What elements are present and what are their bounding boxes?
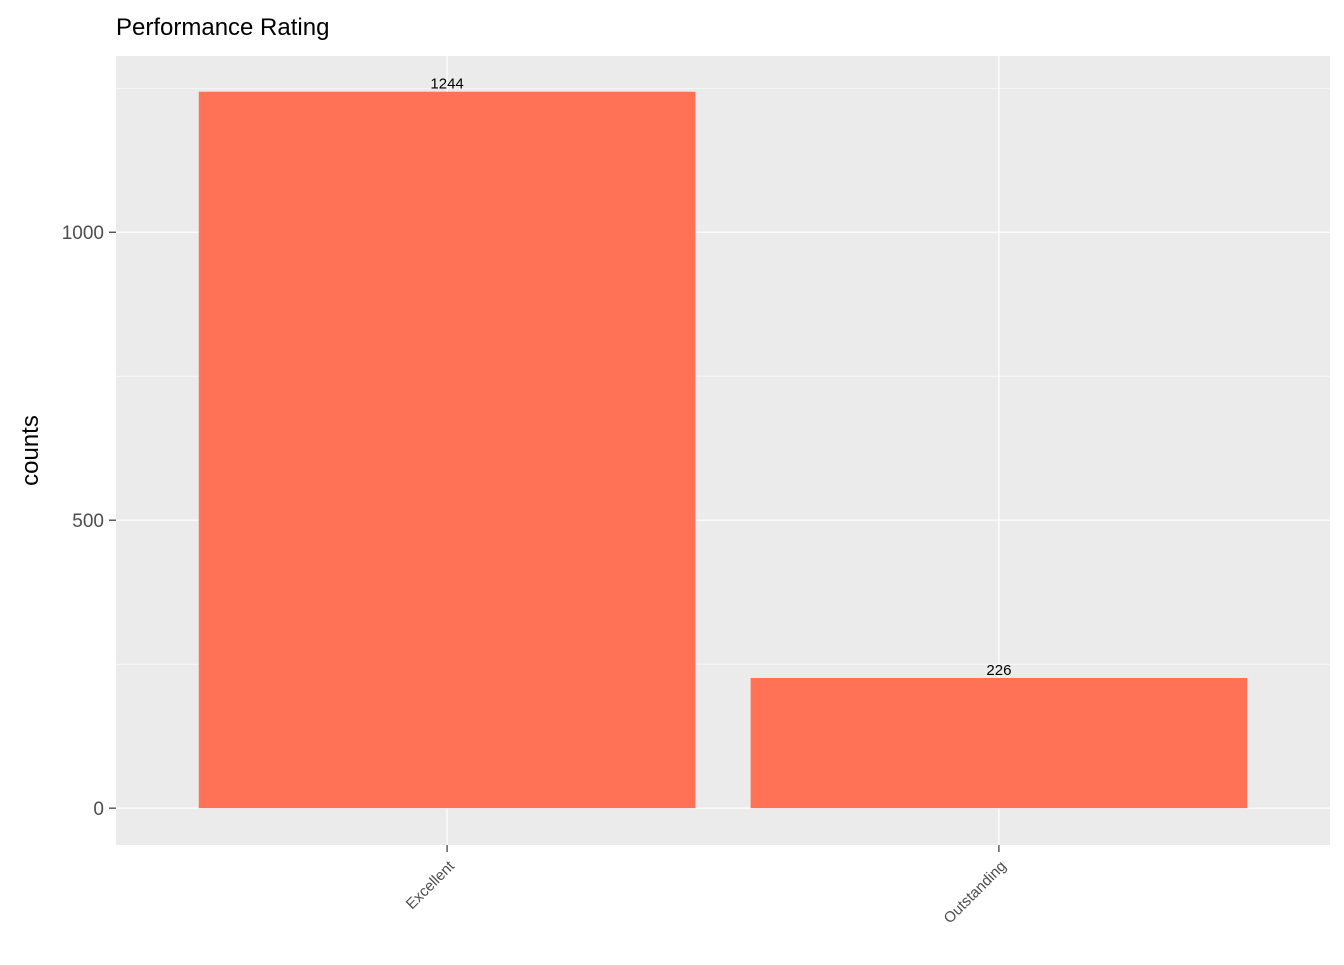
x-tick-label: Outstanding — [941, 858, 1010, 927]
chart-title: Performance Rating — [116, 14, 329, 41]
bar — [750, 677, 1248, 809]
y-tick-label: 1000 — [62, 223, 104, 244]
bar — [198, 91, 696, 809]
data-labels: 1244 226 — [430, 76, 1011, 679]
x-axis: Excellent Outstanding — [403, 845, 1010, 927]
y-axis-title: counts — [17, 415, 44, 486]
y-tick-label: 500 — [72, 511, 104, 532]
x-tick-label: Excellent — [403, 857, 459, 913]
y-axis: 0 500 1000 — [62, 223, 116, 820]
data-label: 226 — [986, 662, 1011, 679]
y-tick-label: 0 — [93, 799, 104, 820]
data-label: 1244 — [430, 76, 463, 93]
bars — [198, 91, 1248, 809]
